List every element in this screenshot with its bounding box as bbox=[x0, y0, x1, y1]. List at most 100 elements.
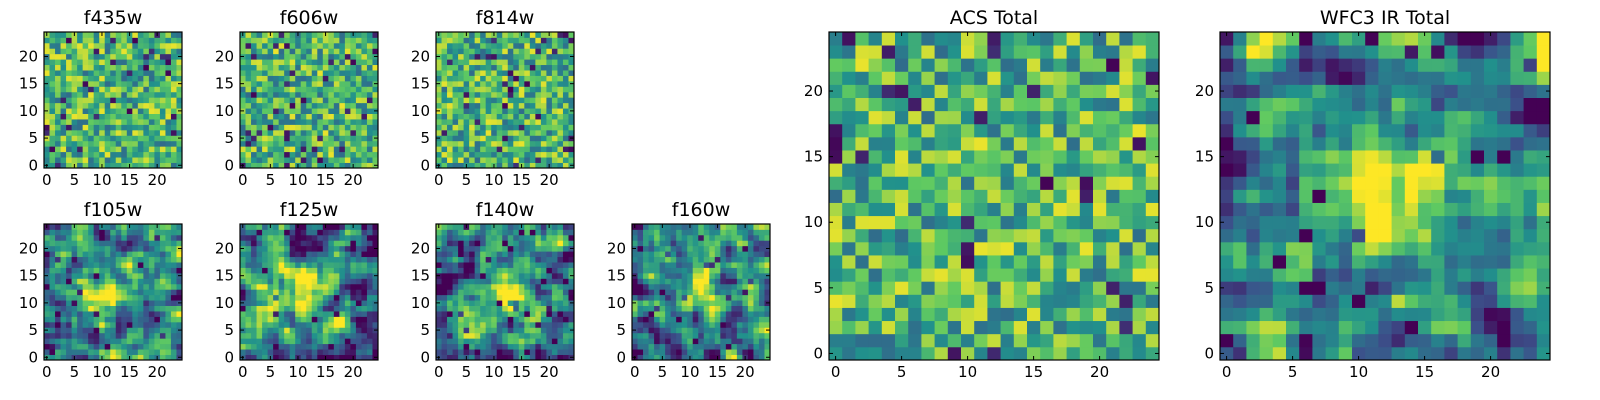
heatmap-cell bbox=[333, 108, 340, 114]
heatmap-cell bbox=[441, 108, 448, 114]
heatmap-cell bbox=[540, 305, 547, 312]
heatmap-cell bbox=[311, 86, 318, 93]
heatmap-cell bbox=[540, 70, 547, 76]
heatmap-cell bbox=[436, 278, 442, 285]
heatmap-cell bbox=[947, 189, 962, 203]
heatmap-cell bbox=[513, 162, 520, 169]
heatmap-cell bbox=[110, 162, 117, 169]
heatmap-cell bbox=[692, 234, 699, 241]
heatmap-cell bbox=[339, 278, 346, 285]
y-tick-label: 0 bbox=[616, 348, 626, 366]
heatmap-cell bbox=[49, 108, 56, 114]
heatmap-cell bbox=[987, 307, 1001, 322]
heatmap-cell bbox=[518, 70, 525, 76]
heatmap-cell bbox=[513, 80, 520, 87]
heatmap-cell bbox=[306, 245, 313, 252]
heatmap-cell bbox=[513, 267, 520, 274]
heatmap-cell bbox=[121, 102, 128, 109]
heatmap-cell bbox=[469, 37, 476, 44]
heatmap-cell bbox=[529, 262, 536, 268]
heatmap-cell bbox=[452, 327, 459, 334]
heatmap-cell bbox=[1040, 255, 1054, 269]
heatmap-cell bbox=[350, 97, 357, 104]
heatmap-cell bbox=[551, 75, 558, 82]
heatmap-cell bbox=[934, 215, 949, 230]
heatmap-cell bbox=[262, 75, 268, 82]
heatmap-cell bbox=[344, 108, 351, 114]
heatmap-cell bbox=[256, 42, 263, 49]
heatmap-cell bbox=[654, 289, 660, 296]
heatmap-cell bbox=[518, 262, 525, 268]
heatmap-cell bbox=[77, 37, 84, 44]
heatmap-cell bbox=[643, 327, 649, 334]
heatmap-cell bbox=[273, 42, 280, 49]
heatmap-cell bbox=[44, 349, 50, 355]
heatmap-cell bbox=[1013, 294, 1028, 308]
heatmap-cell bbox=[447, 294, 453, 301]
heatmap-cell bbox=[648, 234, 655, 241]
heatmap-cell bbox=[720, 321, 727, 328]
heatmap-cell bbox=[513, 97, 520, 104]
heatmap-cell bbox=[344, 267, 351, 274]
heatmap-cell bbox=[540, 224, 547, 230]
heatmap-cell bbox=[895, 202, 909, 217]
y-tick-label: 10 bbox=[215, 294, 234, 312]
heatmap-cell bbox=[480, 70, 487, 76]
heatmap-cell bbox=[934, 346, 949, 361]
heatmap-cell bbox=[245, 70, 252, 76]
heatmap-cell bbox=[452, 300, 459, 306]
heatmap-cell bbox=[267, 272, 274, 279]
heatmap-cell bbox=[104, 229, 111, 236]
heatmap-cell bbox=[441, 91, 448, 98]
heatmap-cell bbox=[502, 311, 509, 317]
heatmap-cell bbox=[562, 75, 569, 82]
heatmap-cell bbox=[137, 224, 144, 230]
heatmap-cell bbox=[121, 53, 128, 60]
heatmap-cell bbox=[344, 129, 351, 136]
heatmap-cell bbox=[463, 75, 470, 82]
heatmap-cell bbox=[339, 53, 346, 60]
heatmap-cell bbox=[670, 240, 677, 247]
heatmap-cell bbox=[709, 316, 716, 323]
heatmap-cell bbox=[82, 124, 89, 131]
heatmap-cell bbox=[469, 316, 476, 323]
heatmap-cell bbox=[535, 48, 542, 55]
heatmap-cell bbox=[758, 234, 765, 241]
heatmap-cell bbox=[251, 48, 257, 55]
heatmap-cell bbox=[159, 124, 166, 131]
heatmap-cell bbox=[557, 64, 564, 71]
heatmap-cell bbox=[764, 251, 771, 258]
heatmap-cell bbox=[507, 48, 514, 55]
heatmap-cell bbox=[126, 59, 133, 66]
heatmap-cell bbox=[524, 224, 531, 230]
heatmap-cell bbox=[93, 294, 100, 301]
heatmap-cell bbox=[44, 294, 50, 301]
heatmap-cell bbox=[1013, 307, 1028, 322]
heatmap-cell bbox=[295, 251, 302, 258]
heatmap-cell bbox=[1119, 202, 1133, 217]
heatmap-cell bbox=[474, 53, 481, 60]
heatmap-cell bbox=[137, 321, 144, 328]
heatmap-cell bbox=[71, 327, 78, 334]
heatmap-cell bbox=[262, 300, 268, 306]
heatmap-cell bbox=[868, 189, 883, 203]
heatmap-cell bbox=[480, 327, 487, 334]
heatmap-cell bbox=[317, 119, 324, 125]
heatmap-cell bbox=[921, 202, 935, 217]
heatmap-cell bbox=[143, 338, 150, 345]
heatmap-cell bbox=[339, 151, 346, 158]
heatmap-cell bbox=[463, 42, 470, 49]
heatmap-cell bbox=[485, 311, 492, 317]
heatmap-cell bbox=[273, 267, 280, 274]
heatmap-cell bbox=[251, 146, 257, 153]
heatmap-cell bbox=[842, 176, 856, 190]
heatmap-cell bbox=[441, 42, 448, 49]
heatmap-cell bbox=[137, 80, 144, 87]
heatmap-cell bbox=[176, 305, 183, 312]
heatmap-cell bbox=[676, 224, 683, 230]
heatmap-cell bbox=[648, 224, 655, 230]
heatmap-cell bbox=[82, 321, 89, 328]
heatmap-cell bbox=[496, 135, 503, 142]
heatmap-cell bbox=[502, 91, 509, 98]
heatmap-cell bbox=[66, 240, 72, 247]
